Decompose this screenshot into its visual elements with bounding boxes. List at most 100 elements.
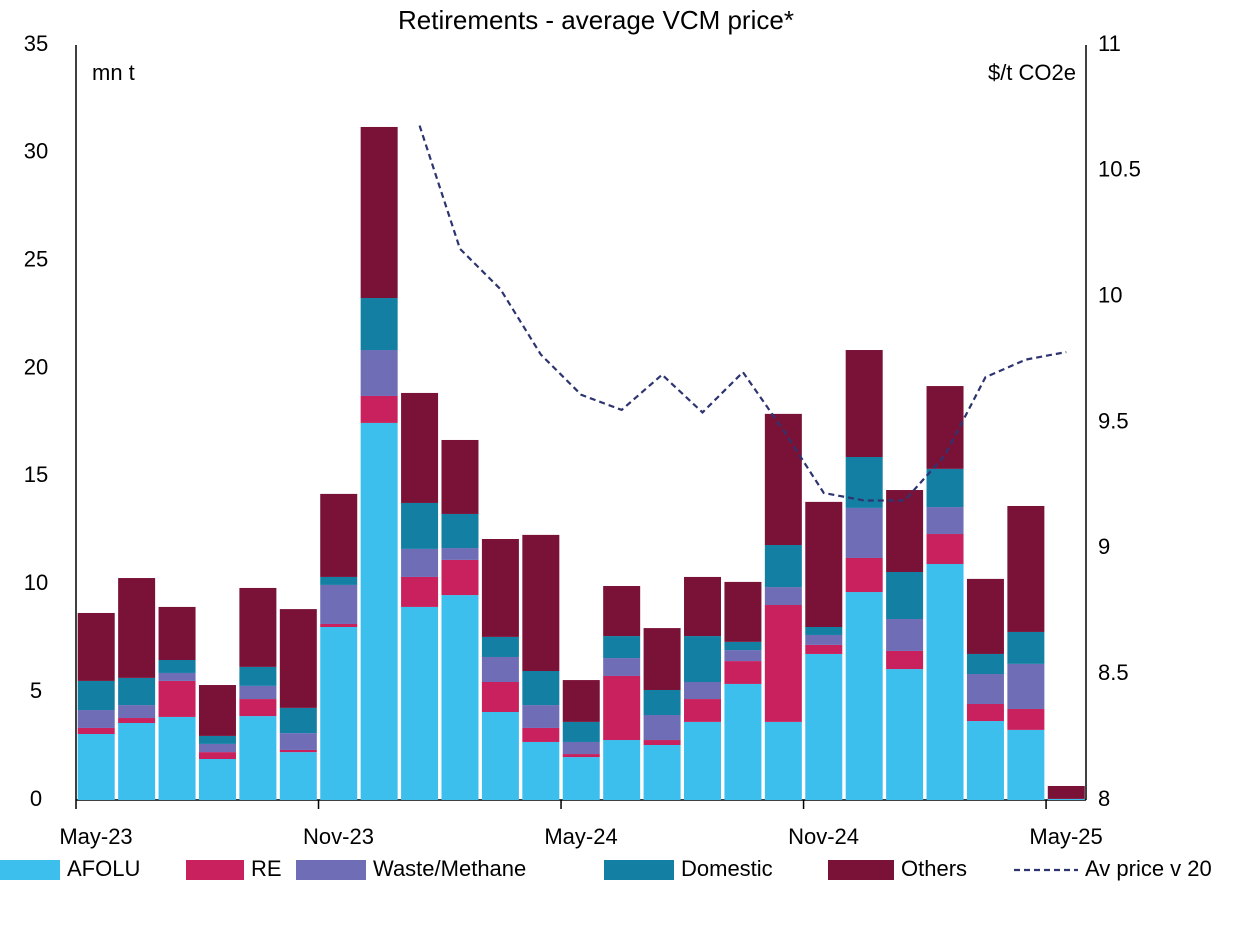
bar-segment	[401, 548, 439, 577]
bar-segment	[239, 587, 277, 667]
bar-segment	[481, 538, 519, 637]
bar-segment	[562, 741, 600, 755]
bar-segment	[1007, 708, 1045, 730]
bar-segment	[886, 669, 924, 800]
bar-segment	[926, 468, 964, 508]
legend-swatch	[604, 860, 674, 880]
bar-segment	[1047, 785, 1085, 799]
bar-segment	[77, 733, 115, 800]
bar-segment	[441, 559, 479, 596]
bar-segment	[401, 392, 439, 503]
bar-segment	[805, 626, 843, 635]
legend-label: Domestic	[681, 856, 773, 881]
bar-segment	[966, 578, 1004, 654]
bar-segment	[562, 680, 600, 722]
bar-segment	[966, 704, 1004, 722]
bar-segment	[805, 644, 843, 654]
legend-swatch	[296, 860, 366, 880]
bar-segment	[643, 628, 681, 690]
bar-segment	[886, 619, 924, 651]
bar-segment	[481, 656, 519, 683]
bar-segment	[684, 721, 722, 800]
bar-segment	[279, 752, 317, 800]
x-tick-label: Nov-23	[303, 824, 374, 849]
x-tick-label: May-25	[1029, 824, 1102, 849]
bar-segment	[1007, 663, 1045, 709]
bar-segment	[562, 754, 600, 758]
bar-segment	[764, 413, 802, 546]
bar-segment	[886, 490, 924, 572]
bar-segment	[360, 422, 398, 800]
bar-segment	[441, 513, 479, 549]
y2-tick-label: 9.5	[1098, 408, 1129, 433]
bar-segment	[481, 682, 519, 712]
y-tick-label: 15	[24, 462, 48, 487]
y2-tick-label: 10.5	[1098, 157, 1141, 182]
bar-segment	[724, 683, 762, 800]
bar-segment	[522, 705, 560, 728]
bar-segment	[643, 715, 681, 741]
bar-segment	[603, 675, 641, 741]
bar-segment	[845, 350, 883, 458]
bar-segment	[320, 584, 358, 624]
y-tick-label: 0	[30, 786, 42, 811]
bar-segment	[926, 386, 964, 469]
bar-segment	[764, 587, 802, 605]
bar-segment	[118, 705, 156, 719]
bar-segment	[320, 493, 358, 577]
legend-label: Waste/Methane	[373, 856, 526, 881]
bar-segment	[643, 740, 681, 745]
bar-segment	[805, 653, 843, 800]
bar-segment	[724, 661, 762, 684]
bar-segment	[279, 733, 317, 750]
bar-segment	[360, 298, 398, 351]
bar-segment	[320, 626, 358, 800]
bar-segment	[522, 534, 560, 672]
legend-label: Av price v 20	[1085, 856, 1212, 881]
legend-swatch	[186, 860, 244, 880]
bar-segment	[198, 743, 236, 753]
bar-segment	[360, 126, 398, 299]
bar-segment	[158, 680, 196, 717]
bar-segment	[562, 757, 600, 800]
bar-segment	[118, 718, 156, 723]
bar-segment	[966, 674, 1004, 705]
bar-segment	[724, 581, 762, 642]
bar-segment	[320, 576, 358, 585]
bar-segment	[198, 685, 236, 736]
bar-segment	[926, 534, 964, 565]
bar-segment	[198, 735, 236, 744]
y-tick-label: 25	[24, 247, 48, 272]
bar-segment	[764, 604, 802, 722]
bar-segment	[279, 707, 317, 734]
y2-tick-label: 8	[1098, 786, 1110, 811]
bar-segment	[845, 507, 883, 558]
x-tick-label: May-24	[544, 824, 617, 849]
bar-segment	[886, 650, 924, 670]
bar-segment	[481, 711, 519, 800]
bar-segment	[401, 576, 439, 607]
bar-segment	[158, 660, 196, 673]
bar-segment	[845, 457, 883, 508]
bar-segment	[643, 689, 681, 716]
price-line	[418, 125, 1067, 502]
bar-segment	[481, 636, 519, 657]
bar-segment	[77, 612, 115, 681]
bar-segment	[77, 680, 115, 711]
bar-segment	[158, 606, 196, 661]
y-tick-label: 35	[24, 31, 48, 56]
bar-segment	[805, 501, 843, 627]
bar-segment	[684, 682, 722, 700]
bar-segment	[401, 606, 439, 800]
y-tick-label: 5	[30, 678, 42, 703]
y-axis-label: mn t	[92, 60, 135, 85]
bar-segment	[441, 439, 479, 514]
bar-segment	[441, 548, 479, 560]
bar-segment	[158, 672, 196, 681]
bar-segment	[522, 671, 560, 706]
bar-segment	[239, 666, 277, 686]
bar-segment	[522, 741, 560, 800]
y-tick-label: 10	[24, 570, 48, 595]
y-tick-label: 30	[24, 139, 48, 164]
